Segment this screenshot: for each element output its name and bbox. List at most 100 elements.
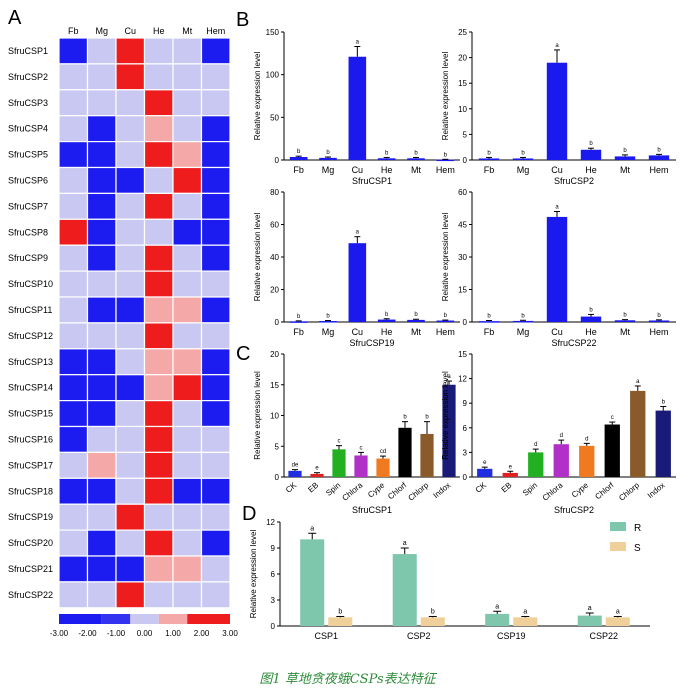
- bar: [577, 615, 602, 626]
- chart-title: SfruCSP1: [352, 505, 392, 515]
- y-axis-label: Relative expression level: [441, 371, 450, 460]
- heatmap-row-label: SfruCSP16: [8, 434, 53, 444]
- bar: [655, 410, 671, 477]
- significance-letter: b: [425, 415, 429, 421]
- heatmap-cell: [115, 244, 146, 272]
- y-tick-label: 0: [463, 156, 468, 165]
- heatmap-cell: [200, 374, 231, 402]
- scale-segment: [130, 614, 159, 624]
- heatmap-cell: [115, 37, 146, 65]
- y-tick-label: 10: [458, 105, 467, 114]
- bar-chart: 0 5 10 15 20 Relative expression level de CK e EB…: [253, 350, 460, 515]
- x-tick-label: Fb: [293, 327, 304, 337]
- significance-letter: b: [414, 150, 418, 156]
- y-tick-label: 15: [458, 79, 467, 88]
- heatmap-cell: [58, 296, 89, 324]
- bar: [512, 158, 534, 160]
- x-tick-label: Cype: [570, 480, 591, 499]
- heatmap-col-label: Mt: [182, 26, 192, 36]
- heatmap-cell: [200, 63, 231, 91]
- bar: [546, 216, 568, 322]
- bar: [398, 427, 412, 477]
- bar: [377, 158, 396, 160]
- heatmap-cell: [143, 63, 174, 91]
- heatmap-cell: [143, 218, 174, 246]
- heatmap-cell: [86, 89, 117, 117]
- y-tick-label: 100: [266, 71, 280, 80]
- x-tick-label: Cype: [366, 480, 387, 499]
- bar: [477, 468, 493, 477]
- heatmap-cell: [200, 141, 231, 169]
- heatmap-cell: [115, 296, 146, 324]
- heatmap-cell: [115, 348, 146, 376]
- significance-letter: cd: [380, 449, 386, 455]
- figure-caption: 图1 草地贪夜蛾CSPs表达特征: [259, 672, 436, 687]
- heatmap-cell: [86, 244, 117, 272]
- bar: [528, 452, 544, 477]
- y-tick-label: 9: [271, 544, 276, 553]
- y-tick-label: 150: [266, 28, 280, 37]
- heatmap-row-label: SfruCSP12: [8, 331, 53, 341]
- x-tick-label: CSP2: [407, 631, 431, 641]
- significance-letter: de: [292, 463, 299, 469]
- x-tick-label: Mt: [620, 327, 630, 337]
- heatmap-cell: [115, 166, 146, 194]
- significance-letter: a: [447, 374, 451, 380]
- scale-tick-label: -1.00: [107, 629, 126, 638]
- bar: [579, 445, 595, 477]
- heatmap-cell: [86, 400, 117, 428]
- x-tick-label: Fb: [293, 165, 304, 175]
- bar: [512, 320, 534, 323]
- x-tick-label: Cu: [352, 327, 364, 337]
- heatmap-cell: [143, 555, 174, 583]
- bar: [546, 62, 568, 160]
- bar: [553, 444, 569, 477]
- heatmap-cell: [172, 115, 203, 143]
- heatmap-cell: [86, 63, 117, 91]
- significance-letter: e: [315, 466, 319, 472]
- heatmap-cell: [58, 451, 89, 479]
- heatmap-cell: [172, 529, 203, 557]
- heatmap-cell: [58, 89, 89, 117]
- heatmap-cell: [143, 296, 174, 324]
- bar: [377, 319, 396, 322]
- y-tick-label: 0: [463, 473, 468, 482]
- heatmap-row-label: SfruCSP11: [8, 305, 52, 315]
- heatmap-cell: [172, 218, 203, 246]
- heatmap-cell: [115, 218, 146, 246]
- y-tick-label: 40: [270, 253, 279, 262]
- bar: [648, 155, 670, 160]
- chart-title: SfruCSP22: [551, 338, 596, 348]
- x-tick-label: CK: [284, 480, 299, 494]
- significance-letter: b: [326, 314, 330, 320]
- legend-swatch: [610, 522, 626, 531]
- heatmap-cell: [172, 270, 203, 298]
- x-tick-label: Mg: [517, 165, 530, 175]
- y-tick-label: 3: [271, 596, 276, 605]
- heatmap-cell: [115, 115, 146, 143]
- heatmap-cell: [58, 37, 89, 65]
- x-tick-label: Hem: [436, 327, 455, 337]
- significance-letter: a: [495, 603, 499, 610]
- heatmap-cell: [143, 37, 174, 65]
- scale-segment: [187, 614, 230, 624]
- heatmap-cell: [86, 451, 117, 479]
- x-tick-label: Chlora: [340, 480, 364, 502]
- heatmap-cell: [200, 270, 231, 298]
- x-tick-label: He: [381, 327, 393, 337]
- y-tick-label: 20: [458, 54, 467, 63]
- heatmap-cell: [172, 425, 203, 453]
- heatmap-cell: [200, 37, 231, 65]
- y-tick-label: 30: [458, 253, 467, 262]
- heatmap-cell: [58, 477, 89, 505]
- y-tick-label: 3: [463, 448, 468, 457]
- heatmap-cell: [58, 244, 89, 272]
- x-tick-label: Chlorp: [617, 480, 641, 502]
- significance-letter: a: [588, 605, 592, 612]
- heatmap-cell: [115, 192, 146, 220]
- significance-letter: c: [611, 415, 614, 421]
- x-tick-label: Mg: [322, 327, 335, 337]
- heatmap-cell: [200, 400, 231, 428]
- x-tick-label: CSP22: [589, 631, 618, 641]
